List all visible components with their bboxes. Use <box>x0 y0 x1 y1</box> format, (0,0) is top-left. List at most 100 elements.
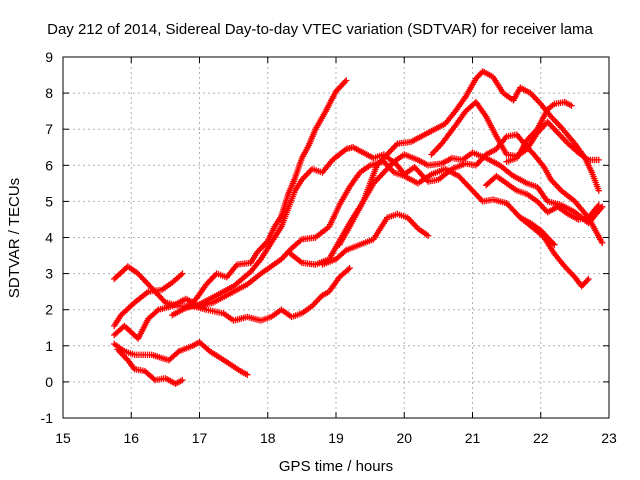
data-point <box>260 319 262 322</box>
x-tick-label: 23 <box>601 430 617 446</box>
data-point <box>492 76 494 78</box>
data-point <box>328 258 330 260</box>
data-point <box>123 325 126 327</box>
data-point <box>533 153 535 156</box>
series-markers <box>169 77 350 319</box>
data-point <box>383 171 385 174</box>
data-point <box>601 206 603 208</box>
data-point <box>529 92 532 94</box>
data-point <box>403 173 405 175</box>
data-point <box>546 121 549 123</box>
data-point <box>113 278 115 280</box>
series-arc-6 <box>169 77 350 319</box>
data-point <box>519 87 521 89</box>
data-point <box>301 179 303 181</box>
data-point <box>321 263 323 266</box>
series-markers <box>428 98 602 164</box>
data-point <box>147 318 149 320</box>
data-point <box>209 350 211 352</box>
data-point <box>345 148 347 150</box>
data-point <box>471 189 474 192</box>
data-point <box>396 213 399 215</box>
x-tick-label: 16 <box>123 430 139 446</box>
data-point <box>246 374 248 376</box>
data-point <box>512 99 515 101</box>
data-point <box>178 350 180 352</box>
series-arc-13 <box>482 172 602 223</box>
data-point <box>137 337 139 340</box>
data-point <box>134 354 136 356</box>
plot-frame <box>62 56 610 419</box>
data-point <box>427 235 429 237</box>
data-point <box>577 218 579 221</box>
data-point <box>215 294 218 296</box>
data-point <box>526 139 528 141</box>
data-point <box>260 273 262 275</box>
data-point <box>151 354 153 356</box>
data-point <box>430 130 433 132</box>
data-point <box>560 204 562 206</box>
data-point <box>314 128 317 130</box>
data-point <box>372 238 375 240</box>
data-point <box>222 312 224 314</box>
data-point <box>287 251 289 253</box>
data-point <box>546 211 549 213</box>
data-point <box>239 370 242 372</box>
data-point <box>553 103 556 105</box>
data-point <box>495 175 497 177</box>
data-point <box>226 276 228 278</box>
data-point <box>577 152 579 154</box>
data-point <box>587 222 590 224</box>
data-point <box>437 179 439 181</box>
grid-lines <box>63 57 609 418</box>
data-point <box>246 283 248 286</box>
data-point <box>465 110 467 112</box>
data-point <box>308 144 310 147</box>
data-point <box>444 168 446 170</box>
data-point <box>226 361 228 363</box>
data-point <box>359 244 361 246</box>
data-point <box>328 226 330 228</box>
data-point <box>215 273 218 275</box>
data-point <box>250 271 252 273</box>
series-arc-2 <box>111 339 251 378</box>
x-tick-label: 15 <box>55 430 71 446</box>
data-point <box>461 159 463 161</box>
y-tick-label: 7 <box>45 121 53 137</box>
data-point <box>512 175 515 177</box>
data-point <box>362 200 364 202</box>
data-point <box>287 193 289 195</box>
data-point <box>164 377 166 379</box>
data-point <box>506 161 508 163</box>
series-arc-11 <box>428 98 602 164</box>
data-point <box>485 115 487 118</box>
data-point <box>127 265 129 267</box>
data-point <box>560 189 562 192</box>
data-point <box>475 164 477 166</box>
data-point <box>301 312 303 314</box>
data-point <box>321 171 323 174</box>
data-point <box>516 157 518 159</box>
data-point <box>454 110 457 112</box>
data-point <box>144 370 146 372</box>
data-point <box>540 229 542 231</box>
data-point <box>301 238 303 240</box>
data-point <box>506 202 508 204</box>
data-point <box>540 103 542 105</box>
data-point <box>564 265 566 267</box>
data-point <box>314 263 317 266</box>
y-tick-labels: -1 0 1 2 3 4 5 6 7 8 9 <box>41 49 54 426</box>
data-point <box>396 164 399 166</box>
data-point <box>185 307 187 309</box>
data-point <box>475 78 477 80</box>
data-point <box>205 283 207 286</box>
data-point <box>441 143 443 145</box>
data-point <box>546 108 549 110</box>
data-point <box>325 110 327 112</box>
data-point <box>560 126 562 128</box>
data-point <box>192 345 194 347</box>
data-point <box>526 182 528 184</box>
data-point <box>526 193 528 195</box>
data-point <box>495 148 497 150</box>
